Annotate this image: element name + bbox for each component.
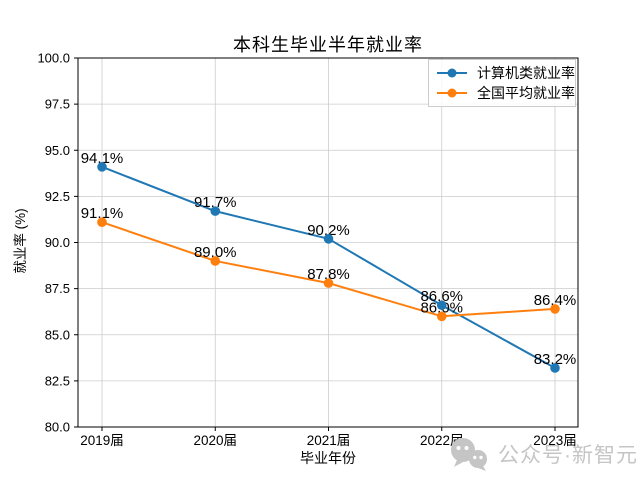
y-axis-label: 就业率 (%) <box>13 208 28 274</box>
x-tick-label: 2020届 <box>193 433 237 448</box>
data-point <box>97 217 107 228</box>
legend-item-national-rate: 全国平均就业率 <box>435 83 575 103</box>
x-tick-label: 2021届 <box>307 433 351 448</box>
x-tick-label: 2019届 <box>80 433 124 448</box>
watermark: 公众号·新智元 <box>449 437 638 473</box>
data-point <box>323 278 334 288</box>
data-point <box>436 300 447 311</box>
chart-title: 本科生毕业半年就业率 <box>233 35 423 55</box>
y-tick-label: 80.0 <box>45 420 70 435</box>
point-label: 91.7% <box>194 194 237 211</box>
point-label: 86.4% <box>534 292 577 309</box>
point-label: 87.8% <box>307 266 350 283</box>
point-label: 94.1% <box>81 150 124 167</box>
point-label: 89.0% <box>194 244 237 261</box>
point-label: 83.2% <box>534 351 577 368</box>
line-marker-sample-icon <box>437 68 467 78</box>
legend: 计算机类就业率 全国平均就业率 <box>428 59 576 107</box>
point-label: 86.6% <box>420 288 463 305</box>
y-tick-label: 92.5 <box>45 189 70 204</box>
y-tick-label: 97.5 <box>45 97 70 112</box>
data-point <box>210 206 221 216</box>
x-axis-label: 毕业年份 <box>300 450 356 466</box>
line-marker-sample-icon <box>437 88 467 98</box>
data-point <box>210 256 221 266</box>
watermark-text: 公众号·新智元 <box>498 443 638 467</box>
legend-label: 全国平均就业率 <box>477 85 575 102</box>
y-tick-label: 100.0 <box>37 51 70 66</box>
y-tick-label: 87.5 <box>45 281 70 296</box>
legend-label: 计算机类就业率 <box>477 64 575 81</box>
wechat-chat-faces-icon <box>451 438 487 471</box>
y-tick-label: 95.0 <box>45 143 70 158</box>
point-label: 91.1% <box>81 205 124 222</box>
legend-item-computer-rate: 计算机类就业率 <box>435 63 575 83</box>
data-point <box>550 363 560 373</box>
data-point <box>550 304 560 314</box>
data-point <box>97 162 107 172</box>
y-tick-label: 82.5 <box>45 373 70 388</box>
x-tick-label: 2023届 <box>533 433 577 448</box>
data-point <box>323 234 334 244</box>
data-point <box>436 311 447 322</box>
y-tick-label: 90.0 <box>45 235 70 250</box>
y-tick-label: 85.0 <box>45 327 70 342</box>
point-label: 90.2% <box>307 222 350 239</box>
